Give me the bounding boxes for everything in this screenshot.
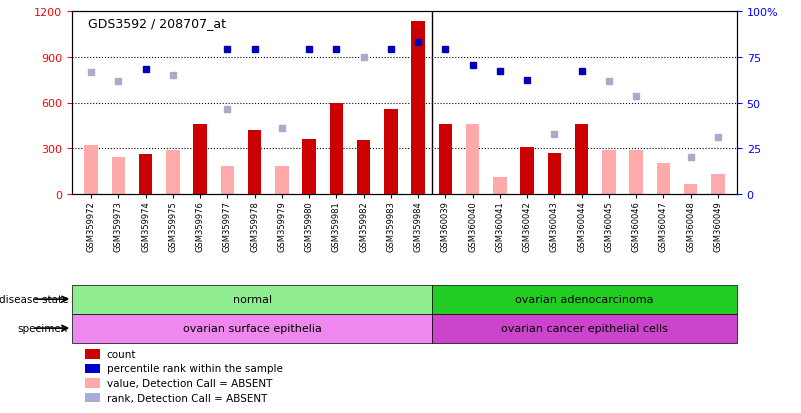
Bar — [602, 150, 616, 194]
Bar — [521, 147, 534, 194]
Bar — [433, 314, 737, 343]
Bar — [466, 124, 480, 194]
Bar — [439, 124, 453, 194]
Bar — [220, 167, 234, 194]
Text: GDS3592 / 208707_at: GDS3592 / 208707_at — [88, 17, 226, 29]
Bar — [193, 124, 207, 194]
Bar — [275, 167, 288, 194]
Text: ovarian adenocarcinoma: ovarian adenocarcinoma — [515, 294, 654, 304]
Bar — [630, 150, 643, 194]
Bar — [493, 178, 507, 194]
Bar — [72, 314, 433, 343]
Bar — [84, 146, 98, 194]
Bar — [86, 378, 100, 388]
Text: value, Detection Call = ABSENT: value, Detection Call = ABSENT — [107, 378, 272, 388]
Bar — [433, 285, 737, 314]
Text: ovarian surface epithelia: ovarian surface epithelia — [183, 323, 321, 333]
Bar — [248, 131, 261, 194]
Bar — [384, 109, 397, 194]
Bar — [356, 141, 370, 194]
Bar — [86, 349, 100, 358]
Bar — [139, 155, 152, 194]
Bar — [684, 185, 698, 194]
Text: rank, Detection Call = ABSENT: rank, Detection Call = ABSENT — [107, 393, 267, 403]
Bar — [329, 103, 343, 194]
Bar — [86, 393, 100, 402]
Bar — [575, 124, 589, 194]
Bar — [166, 150, 179, 194]
Bar — [302, 140, 316, 194]
Bar — [412, 21, 425, 194]
Bar — [711, 174, 725, 194]
Text: disease state: disease state — [0, 294, 68, 304]
Bar — [657, 164, 670, 194]
Text: ovarian cancer epithelial cells: ovarian cancer epithelial cells — [501, 323, 668, 333]
Text: percentile rank within the sample: percentile rank within the sample — [107, 363, 283, 373]
Bar — [111, 158, 125, 194]
Bar — [72, 285, 433, 314]
Bar — [86, 364, 100, 373]
Text: specimen: specimen — [18, 323, 68, 333]
Text: normal: normal — [232, 294, 272, 304]
Text: count: count — [107, 349, 136, 359]
Bar — [548, 153, 562, 194]
